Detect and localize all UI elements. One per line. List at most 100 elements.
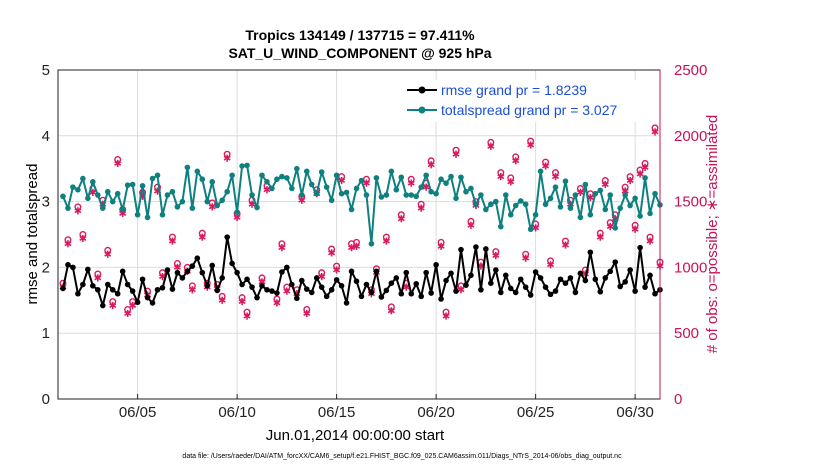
rmse-point (104, 281, 111, 288)
rmse-point (174, 269, 181, 276)
obs-assimilated-marker (129, 301, 137, 310)
rmse-point (114, 290, 121, 297)
totalspread-point (572, 192, 579, 198)
totalspread-point (114, 190, 121, 197)
rmse-point (428, 290, 434, 296)
rmse-point (244, 276, 250, 283)
totalspread-point (567, 205, 574, 211)
totalspread-point (254, 204, 260, 211)
rmse-point (622, 279, 628, 285)
totalspread-point (99, 205, 106, 211)
totalspread-point (632, 195, 638, 202)
totalspread-point (388, 168, 395, 175)
obs-assimilated-marker (402, 283, 410, 291)
totalspread-point (184, 164, 191, 171)
totalspread-point (542, 201, 549, 208)
obs-assimilated-marker (298, 196, 306, 204)
rmse-point (139, 276, 146, 283)
x-tick-label: 06/20 (417, 404, 455, 421)
rmse-point (134, 299, 141, 306)
obs-assimilated-marker (631, 225, 639, 233)
rmse-point (398, 290, 405, 297)
rmse-point (592, 276, 599, 283)
rmse-point (408, 290, 415, 297)
rmse-point (418, 293, 424, 300)
obs-assimilated-marker (223, 154, 231, 162)
obs-assimilated-marker (497, 172, 505, 181)
obs-assimilated-marker (303, 309, 311, 318)
totalspread-point (592, 190, 599, 197)
totalspread-point (617, 205, 623, 211)
totalspread-point (622, 192, 628, 198)
totalspread-point (189, 205, 196, 211)
totalspread-point (537, 168, 544, 175)
rmse-point (343, 300, 350, 306)
rmse-point (512, 289, 519, 296)
legend-rmse-label: rmse grand pr = 1.8239 (441, 82, 587, 98)
obs-assimilated-marker (542, 162, 550, 170)
totalspread-point (532, 211, 539, 218)
rmse-point (597, 288, 604, 295)
totalspread-point (522, 201, 529, 208)
totalspread-point (259, 172, 265, 179)
totalspread-point (229, 172, 235, 179)
obs-assimilated-marker (173, 263, 181, 271)
obs-assimilated-marker (636, 170, 644, 178)
totalspread-point (75, 186, 81, 193)
totalspread-point (318, 169, 325, 175)
totalspread-point (448, 173, 454, 180)
obs-assimilated-marker (338, 176, 346, 185)
y2-tick-label: 1500 (674, 194, 707, 211)
obs-assimilated-marker (437, 242, 445, 250)
rmse-point (507, 285, 514, 292)
rmse-point (438, 296, 444, 302)
totalspread-point (502, 192, 509, 198)
rmse-point (124, 281, 131, 288)
rmse-point (478, 286, 484, 293)
rmse-point (154, 286, 161, 293)
totalspread-point (597, 187, 604, 194)
totalspread-point (353, 185, 360, 192)
rmse-point (189, 263, 196, 269)
rmse-point (214, 287, 221, 294)
obs-assimilated-marker (532, 224, 540, 232)
obs-assimilated-marker (333, 266, 341, 274)
totalspread-point (478, 192, 484, 198)
totalspread-point (642, 175, 648, 181)
obs-assimilated-marker (218, 296, 226, 304)
obs-assimilated-marker (362, 179, 370, 187)
totalspread-point (298, 192, 305, 198)
totalspread-point (493, 198, 499, 205)
totalspread-point (159, 211, 166, 218)
obs-assimilated-marker (124, 309, 132, 318)
legend: rmse grand pr = 1.8239 totalspread grand… (404, 80, 652, 122)
rmse-point (517, 276, 524, 283)
totalspread-point (582, 181, 589, 188)
totalspread-point (90, 179, 96, 185)
totalspread-point (279, 173, 285, 180)
totalspread-point (124, 182, 131, 188)
rmse-point (542, 284, 549, 290)
obs-assimilated-marker (457, 286, 465, 294)
legend-spread-label: totalspread grand pr = 3.027 (441, 102, 618, 118)
totalspread-point (274, 176, 280, 183)
obs-assimilated-marker (328, 249, 336, 257)
rmse-point (557, 276, 564, 283)
totalspread-point (308, 181, 315, 188)
y2-tick-label: 2500 (674, 62, 707, 79)
obs-assimilated-marker (94, 274, 102, 282)
rmse-point (393, 275, 400, 281)
obs-assimilated-marker (596, 233, 604, 241)
totalspread-point (234, 209, 240, 215)
rmse-point (95, 286, 101, 293)
totalspread-point (368, 240, 375, 247)
rmse-point (328, 286, 335, 293)
rmse-point (423, 269, 429, 276)
obs-assimilated-marker (64, 240, 72, 248)
obs-assimilated-marker (168, 237, 176, 245)
rmse-point (80, 281, 86, 288)
rmse-point (602, 275, 609, 281)
totalspread-point (433, 190, 439, 197)
totalspread-point (104, 188, 111, 195)
rmse-point (308, 289, 315, 296)
